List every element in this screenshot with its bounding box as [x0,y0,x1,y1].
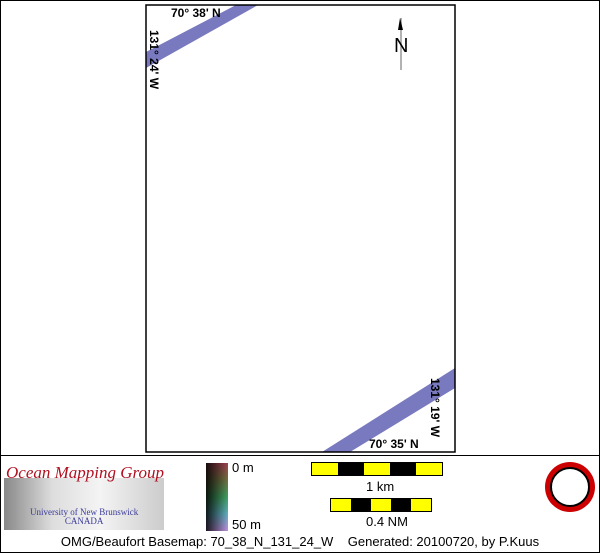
org-subtitle: University of New Brunswick [30,507,139,517]
map-view[interactable] [0,0,600,455]
footer-caption: OMG/Beaufort Basemap: 70_38_N_131_24_W G… [60,534,540,549]
scale-bar-km [311,462,443,476]
survey-swath-top [146,5,258,68]
org-country: CANADA [64,516,104,526]
north-arrow-icon [398,18,403,70]
map-frame [145,4,456,453]
omg-logo-image [4,478,164,530]
left-longitude-label: 131° 24' W [147,30,161,90]
depth-top-label: 0 m [232,460,254,475]
org-title: Ocean Mapping Group [6,463,165,482]
divider [0,455,600,456]
scale-bar-nm [330,498,432,512]
scale-nm-label: 0.4 NM [366,514,408,529]
top-latitude-label: 70° 38' N [171,6,221,20]
depth-bottom-label: 50 m [232,517,261,532]
unb-geodesy-logo [545,462,595,512]
org-subtitle-block: University of New Brunswick CANADA [30,508,138,526]
scale-km-label: 1 km [366,479,395,494]
depth-color-bar [206,463,228,531]
north-label: N [394,35,409,57]
survey-swath-bottom [322,368,455,452]
right-longitude-label: 131° 19' W [428,378,442,438]
bottom-latitude-label: 70° 35' N [369,437,419,451]
